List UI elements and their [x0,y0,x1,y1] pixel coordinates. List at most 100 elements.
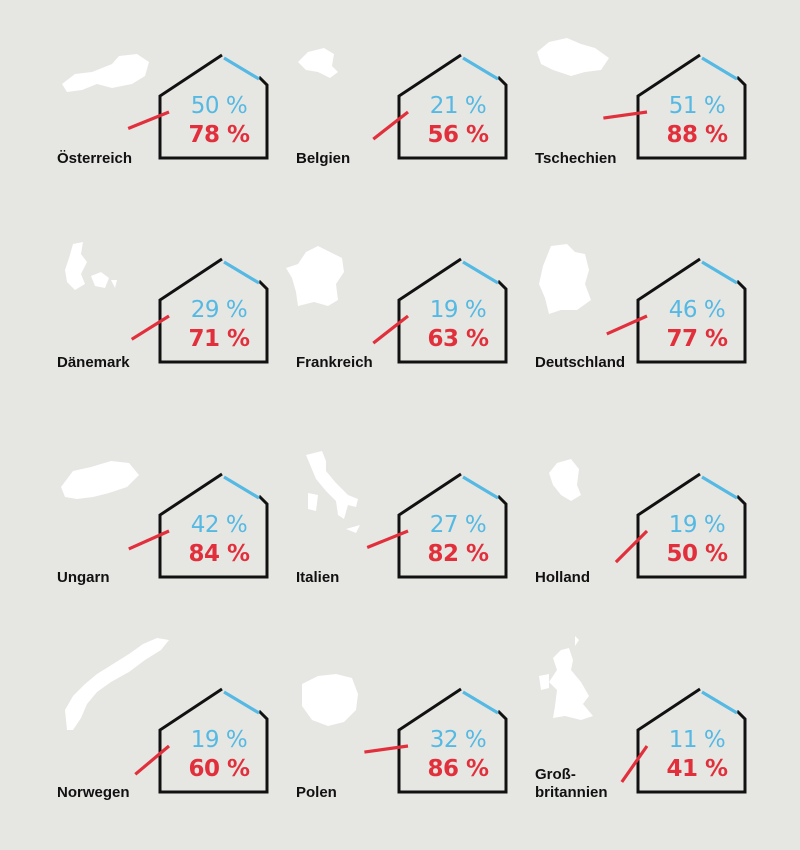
house-outline [158,257,269,364]
house-outline [636,257,747,364]
blue-roof-marker [223,260,260,285]
country-map-silhouette [62,54,149,92]
red-wall-marker [127,110,170,130]
blue-percentage: 27 % [429,512,487,538]
red-wall-marker [603,110,648,120]
house-graphic [537,38,747,160]
house-outline [397,687,508,794]
country-card: Holland 19 % 50 % [535,455,775,635]
blue-percentage: 19 % [668,512,726,538]
red-percentage: 50 % [666,541,728,567]
blue-percentage: 21 % [429,93,487,119]
country-map-silhouette [61,461,139,499]
house-graphic [539,244,747,364]
country-label: Deutschland [535,354,626,371]
country-map-silhouette [298,48,338,78]
country-card: Deutschland 46 % 77 % [535,240,775,420]
country-map-silhouette [286,246,344,306]
house-outline [158,472,269,579]
country-label: Norwegen [57,784,130,801]
red-wall-marker [366,529,409,549]
country-map-silhouette [549,459,581,501]
country-card: Groß- britannien 11 % 41 % [535,636,775,850]
blue-roof-marker [701,690,738,715]
blue-roof-marker [701,56,738,81]
country-card: Österreich 50 % 78 % [57,36,297,216]
country-label: Belgien [296,150,351,167]
red-percentage: 88 % [666,122,728,148]
blue-percentage: 51 % [668,93,726,119]
country-card: Dänemark 29 % 71 % [57,240,297,420]
blue-percentage: 46 % [668,297,726,323]
blue-percentage: 50 % [190,93,248,119]
red-wall-marker [134,744,171,776]
house-outline [397,257,508,364]
red-percentage: 77 % [666,326,728,352]
blue-roof-marker [701,260,738,285]
house-graphic [306,451,508,579]
blue-percentage: 11 % [668,727,726,753]
red-percentage: 60 % [188,756,250,782]
red-percentage: 78 % [188,122,250,148]
country-map-silhouette [65,638,169,730]
blue-roof-marker [223,690,260,715]
country-map-silhouette [537,38,609,76]
country-label: Polen [296,784,337,801]
country-label: Groß- britannien [535,766,608,801]
blue-percentage: 19 % [190,727,248,753]
country-label: Holland [535,569,590,586]
country-grid: Österreich 50 % 78 % Belgien 21 % 56 % Tschech… [57,36,775,801]
red-percentage: 86 % [427,756,489,782]
blue-roof-marker [223,56,260,81]
blue-roof-marker [462,475,499,500]
red-percentage: 63 % [427,326,489,352]
country-card: Ungarn 42 % 84 % [57,455,297,635]
country-card: Belgien 21 % 56 % [296,36,536,216]
house-graphic [65,242,269,364]
red-wall-marker [620,745,649,783]
house-graphic [65,638,269,794]
country-card: Italien 27 % 82 % [296,451,536,635]
blue-percentage: 29 % [190,297,248,323]
red-wall-marker [372,314,409,345]
country-map-silhouette [65,242,117,290]
blue-roof-marker [462,260,499,285]
house-outline [397,472,508,579]
red-percentage: 84 % [188,541,250,567]
red-percentage: 71 % [188,326,250,352]
house-outline [636,53,747,160]
blue-roof-marker [223,475,260,500]
house-outline [636,472,747,579]
house-graphic [302,674,508,794]
red-wall-marker [364,744,409,754]
country-label: Ungarn [57,569,110,586]
country-label: Tschechien [535,150,617,167]
blue-roof-marker [462,56,499,81]
country-card: Norwegen 19 % 60 % [57,638,297,850]
country-map-silhouette [539,636,593,720]
house-graphic [286,246,508,364]
house-outline [397,53,508,160]
red-wall-marker [606,314,648,336]
red-percentage: 41 % [666,756,728,782]
blue-percentage: 32 % [429,727,487,753]
country-label: Italien [296,569,340,586]
country-map-silhouette [302,674,358,726]
blue-percentage: 42 % [190,512,248,538]
house-graphic [61,461,269,579]
blue-roof-marker [701,475,738,500]
house-outline [636,687,747,794]
house-graphic [62,53,269,160]
red-wall-marker [614,529,649,564]
house-graphic [539,636,747,794]
blue-percentage: 19 % [429,297,487,323]
red-wall-marker [372,110,409,141]
red-wall-marker [130,314,170,341]
country-label: Dänemark [57,354,130,371]
country-card: Tschechien 51 % 88 % [535,36,775,216]
red-percentage: 56 % [427,122,489,148]
country-map-silhouette [306,451,360,533]
house-graphic [298,48,508,160]
country-label: Österreich [57,150,133,167]
house-graphic [549,459,747,579]
